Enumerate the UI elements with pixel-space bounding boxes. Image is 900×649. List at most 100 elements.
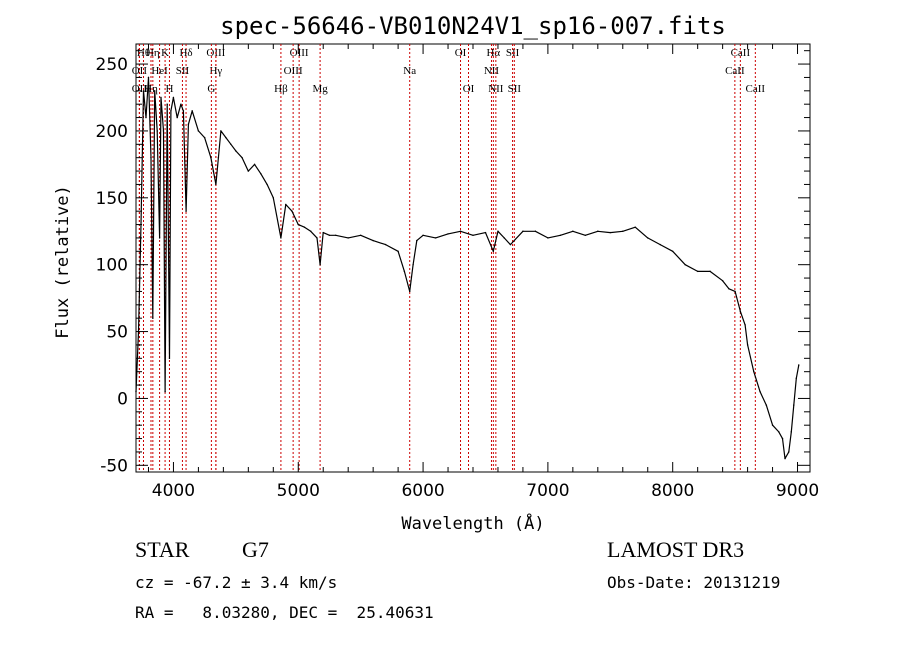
spectrum-point-74	[572, 230, 574, 232]
spectrum-point-41	[285, 203, 287, 206]
spectrum-point-5	[147, 76, 150, 79]
spectrum-point-39	[272, 197, 274, 199]
line-label-16: Mg	[312, 83, 328, 95]
x-tick-label-4: 8000	[651, 481, 694, 501]
line-label-21: NII	[484, 65, 500, 77]
line-label-7: H	[165, 83, 173, 95]
line-label-27: CaII	[746, 83, 766, 95]
spectrum-point-85	[709, 270, 711, 273]
line-label-25: CaII	[731, 47, 751, 59]
spectrum-point-21	[185, 210, 187, 212]
spectrum-point-43	[297, 223, 299, 226]
spectrum-point-24	[197, 130, 200, 132]
y-tick-label-2: 50	[106, 323, 128, 343]
spectrum-point-3	[142, 90, 145, 92]
object-class: STAR	[135, 537, 190, 562]
spectrum-point-69	[509, 243, 512, 246]
spectrum-point-29	[217, 156, 220, 159]
spectrum-point-78	[622, 230, 624, 232]
spectrum-point-58	[412, 263, 414, 266]
spectrum-point-84	[696, 270, 699, 273]
spectrum-point-38	[266, 183, 268, 186]
spectrum-point-55	[397, 250, 399, 253]
y-tick-label-5: 200	[96, 122, 128, 142]
spectrum-point-72	[547, 237, 549, 239]
spectrum-point-12	[162, 130, 165, 132]
x-tick-label-1: 5000	[277, 481, 320, 501]
spectrum-point-34	[241, 156, 243, 159]
line-label-3: Hη	[146, 47, 160, 59]
line-label-19: OI	[463, 83, 475, 95]
spectrum-point-68	[503, 237, 505, 239]
y-tick-label-4: 150	[96, 189, 128, 209]
spectrum-point-97	[781, 437, 784, 440]
spectrum-point-52	[359, 234, 362, 236]
spectrum-point-92	[753, 370, 755, 373]
plot-frame	[135, 43, 811, 473]
spectrum-point-95	[771, 424, 774, 426]
spectrum-point-75	[584, 234, 587, 236]
line-label-4: HeI	[151, 65, 168, 77]
spectrum-point-14	[166, 103, 168, 105]
line-label-5: Hη	[144, 83, 158, 95]
y-tick-label-1: 0	[117, 389, 128, 409]
x-axis-label: Wavelength (Å)	[401, 512, 544, 534]
spectrum-point-63	[459, 230, 462, 232]
spectrum-point-9	[156, 130, 158, 132]
sky-coordinates: RA = 8.03280, DEC = 25.40631	[135, 603, 434, 622]
spectrum-point-96	[778, 431, 780, 433]
spectrum-point-42	[291, 210, 293, 212]
x-tick-label-2: 6000	[401, 481, 444, 501]
spectrum-point-44	[303, 226, 306, 228]
spectrum-point-37	[260, 173, 262, 175]
line-label-24: SII	[508, 83, 522, 95]
spectrum-point-56	[403, 270, 406, 273]
line-label-1: OII	[132, 65, 148, 77]
line-label-0: Hθ	[137, 47, 150, 59]
y-tick-label-3: 100	[96, 256, 128, 276]
survey-label: LAMOST DR3	[607, 537, 745, 562]
spectrum-point-66	[492, 250, 495, 253]
spectrum-point-60	[422, 234, 424, 236]
y-tick-label-6: 250	[96, 55, 128, 75]
spectrum-point-19	[180, 103, 182, 105]
spectrum-point-93	[759, 391, 761, 393]
spectrum-point-86	[721, 280, 724, 282]
object-subclass: G7	[242, 537, 269, 562]
spectrum-point-18	[176, 116, 178, 119]
observation-date: Obs-Date: 20131219	[607, 573, 781, 592]
spectrum-point-99	[788, 451, 790, 453]
spectrum-point-16	[170, 110, 172, 112]
spectrum-point-32	[230, 143, 232, 146]
spectrum-point-35	[247, 170, 250, 172]
spectrum-line-0	[135, 76, 800, 460]
spectrum-point-8	[154, 90, 156, 92]
spectrum-point-27	[212, 170, 215, 172]
spectrum-point-48	[322, 231, 324, 234]
line-label-6: K	[161, 47, 169, 59]
line-label-23: SII	[506, 47, 520, 59]
spectrum-point-83	[684, 263, 686, 266]
spectrum-point-40	[280, 237, 282, 239]
spectrum-point-6	[150, 156, 152, 159]
spectrum-point-23	[191, 110, 193, 112]
spectrum-series	[135, 76, 800, 460]
line-label-26: CaII	[725, 65, 745, 77]
spectrum-point-36	[253, 163, 256, 166]
spectrum-point-51	[347, 237, 349, 239]
spectrum-point-90	[744, 324, 746, 326]
line-label-12: G	[207, 83, 215, 95]
spectrum-point-47	[319, 263, 321, 266]
spectrum-point-88	[734, 290, 736, 293]
spectrum-point-31	[225, 136, 227, 139]
spectrum-point-4	[145, 116, 147, 119]
x-tick-label-0: 4000	[152, 481, 195, 501]
spectrum-point-64	[472, 234, 474, 236]
spectrum-point-57	[409, 290, 411, 293]
spectrum-point-30	[220, 130, 222, 132]
spectrum-point-10	[158, 237, 161, 239]
spectrum-point-62	[447, 233, 449, 235]
spectrum-point-61	[434, 237, 437, 239]
spectrum-point-94	[765, 404, 768, 406]
